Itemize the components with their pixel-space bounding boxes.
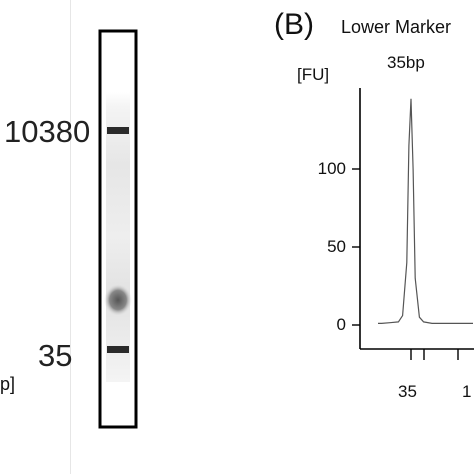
image-border (70, 0, 71, 474)
gel-smear-band (104, 284, 132, 316)
gel-ladder-label-bottom: 35 (38, 338, 73, 373)
marker-annotation-size: 35bp (387, 53, 425, 72)
gel-band-10380 (107, 127, 129, 134)
marker-annotation-title: Lower Marker (341, 17, 452, 37)
y-axis-unit-label: [FU] (297, 65, 330, 84)
y-tick-label: 100 (317, 159, 346, 178)
x-tick-label: 1 (462, 382, 472, 401)
y-tick-label: 0 (336, 315, 346, 334)
gel-unit-label: p] (0, 374, 16, 394)
x-tick-label: 35 (398, 382, 417, 401)
panel-label: (B) (274, 8, 314, 41)
gel-band-35 (107, 346, 129, 353)
gel-lane-background (106, 92, 130, 382)
y-tick-label: 50 (327, 237, 346, 256)
chart-plot (378, 98, 473, 324)
gel-ladder-label-top: 10380 (4, 114, 91, 149)
gel-lane-image (98, 29, 138, 429)
chart-axes (352, 88, 474, 360)
trace-line (378, 98, 473, 324)
